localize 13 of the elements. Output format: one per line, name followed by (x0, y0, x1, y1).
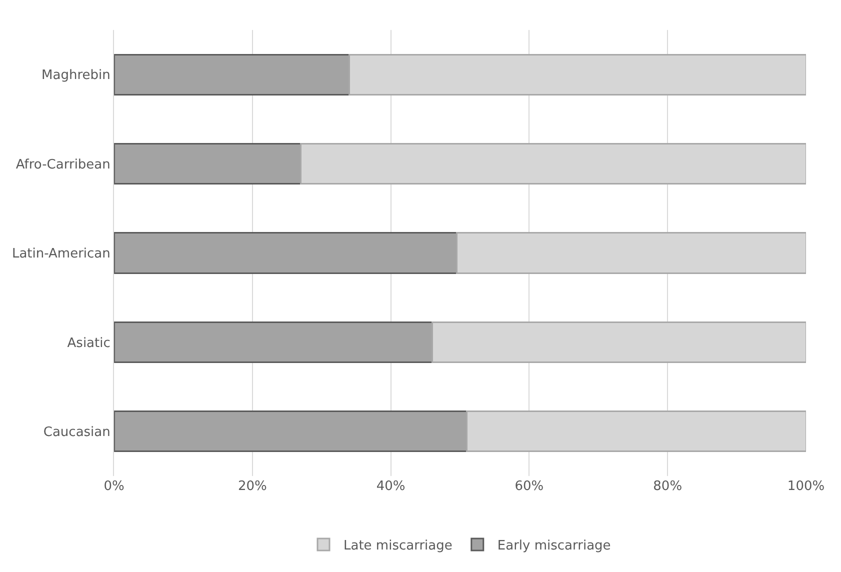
legend-label: Early miscarriage (497, 538, 611, 554)
legend-label: Late miscarriage (344, 538, 452, 554)
x-tick-label: 20% (238, 479, 267, 494)
y-tick-label: Caucasian (43, 424, 110, 440)
x-tick-label: 0% (104, 479, 124, 494)
x-tick-label: 100% (787, 479, 825, 494)
y-tick-label: Maghrebin (42, 68, 110, 84)
x-tick-label: 80% (653, 479, 682, 494)
y-tick-label: Latin-American (12, 246, 110, 262)
y-tick-label: Asiatic (67, 336, 110, 351)
x-tick-label: 40% (376, 479, 406, 494)
x-tick-label: 60% (514, 479, 544, 494)
y-tick-label: Afro-Carribean (16, 157, 110, 172)
